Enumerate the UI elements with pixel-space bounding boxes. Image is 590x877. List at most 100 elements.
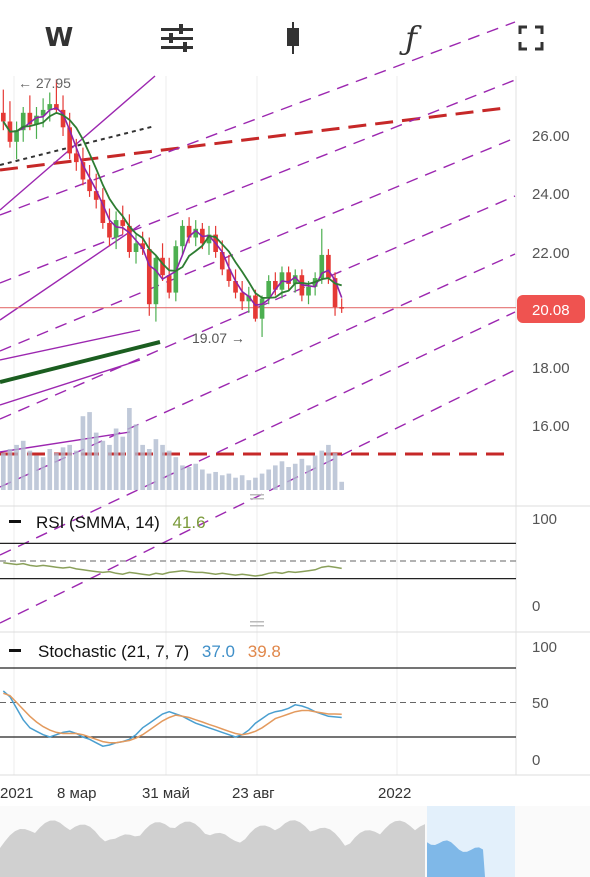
interval-label: W: [44, 23, 74, 53]
high-marker: ← 27.95: [18, 75, 71, 91]
price-axis: 26.00 24.00 22.00 18.00 16.00: [532, 128, 570, 435]
stochastic-collapse-icon[interactable]: [9, 649, 21, 652]
volume-bar: [326, 444, 331, 490]
candle: [80, 162, 86, 180]
volume-bar: [160, 444, 165, 490]
svg-text:RSI (SMMA, 14) 41.6: RSI (SMMA, 14) 41.6: [36, 513, 206, 532]
volume-bar: [292, 463, 298, 490]
y-tick: 22.00: [532, 245, 570, 262]
candle: [133, 243, 139, 252]
ma-fast-line: [2, 107, 343, 307]
stochastic-d-line: [3, 692, 342, 744]
x-tick: 8 мар: [57, 785, 97, 802]
stochastic-d-value: 39.8: [248, 642, 281, 661]
low-marker: 19.07 →: [192, 330, 245, 346]
chart-type-button[interactable]: [268, 14, 318, 62]
rsi-value: 41.6: [172, 513, 205, 532]
candle: [34, 115, 39, 125]
candle: [253, 295, 258, 319]
candle: [273, 281, 278, 290]
rsi-title: RSI (SMMA, 14): [36, 513, 160, 532]
candle: [127, 225, 132, 252]
candle: [47, 104, 53, 110]
channel-line: [0, 369, 516, 624]
volume-bar: [226, 473, 232, 490]
volume-bar: [40, 457, 46, 490]
interval-button[interactable]: W: [34, 14, 84, 62]
last-price-badge: [517, 295, 585, 323]
volume-bar: [133, 424, 139, 490]
candle: [266, 281, 272, 299]
candle: [239, 292, 245, 302]
volume-bar: [219, 475, 225, 490]
indicators-button[interactable]: [152, 14, 202, 62]
volume-bar: [213, 471, 218, 490]
candle: [193, 228, 199, 238]
trend-line-dashed: [0, 106, 506, 172]
candle: [27, 112, 33, 125]
volume-bar: [153, 439, 159, 490]
stochastic-plot: [0, 667, 516, 747]
y-tick: 24.00: [532, 186, 570, 203]
rsi-plot: [0, 542, 516, 580]
volume-bar: [332, 453, 338, 490]
volume-bar: [107, 444, 112, 490]
x-tick: 31 май: [142, 785, 190, 802]
candle: [93, 191, 99, 200]
rsi-line: [3, 562, 342, 577]
candle: [67, 127, 72, 154]
y-tick: 26.00: [532, 128, 570, 145]
volume-bar: [193, 463, 199, 490]
volume-bar: [173, 457, 179, 490]
fan-line: [0, 329, 141, 361]
volume-bar: [273, 465, 278, 490]
candle: [153, 257, 159, 305]
candlestick-icon: [287, 22, 299, 54]
function-button[interactable]: ƒ: [386, 14, 436, 62]
navigator-area: [0, 820, 425, 877]
navigator-selected-area: [427, 840, 485, 877]
volume-bar: [67, 444, 72, 490]
candle: [339, 307, 345, 309]
x-tick: 23 авг: [232, 785, 275, 802]
rsi-collapse-icon[interactable]: [9, 520, 21, 523]
candle: [319, 254, 325, 279]
candle: [233, 281, 238, 293]
trend-line-dotted: [0, 125, 156, 166]
fan-line: [0, 75, 156, 211]
candle: [107, 223, 112, 238]
volume-bar: [253, 477, 258, 490]
volume-bar: [14, 444, 19, 490]
volume-bar: [166, 450, 172, 490]
fullscreen-button[interactable]: [506, 14, 556, 62]
time-axis: 2021 8 мар 31 май 23 авг 2022: [0, 785, 411, 802]
channel-line: [0, 311, 516, 556]
y-tick: 16.00: [532, 418, 570, 435]
channel-line: [0, 137, 516, 352]
volume-bar: [27, 450, 33, 490]
channel-line: [0, 21, 516, 216]
volume-bar: [266, 469, 272, 490]
volume-bar: [233, 477, 238, 490]
candle: [146, 249, 152, 305]
volume-bar: [186, 467, 192, 490]
panel-resize-handle[interactable]: [250, 621, 264, 627]
navigator[interactable]: [0, 806, 590, 877]
panel-resize-handle[interactable]: [250, 494, 264, 500]
candle: [14, 130, 19, 142]
stochastic-tick: 100: [532, 639, 557, 656]
volume-bar: [306, 465, 311, 490]
candle: [113, 220, 119, 238]
volume-bar: [54, 453, 59, 490]
candle: [186, 225, 192, 238]
volume-bars: [0, 408, 345, 490]
stochastic-tick: 0: [532, 752, 540, 769]
channel-line: [0, 79, 516, 284]
candle: [120, 220, 126, 226]
volume-bar: [339, 481, 345, 490]
stochastic-tick: 50: [532, 695, 549, 712]
volume-bar: [113, 428, 119, 490]
channel-line: [0, 253, 516, 488]
candle: [140, 243, 145, 250]
